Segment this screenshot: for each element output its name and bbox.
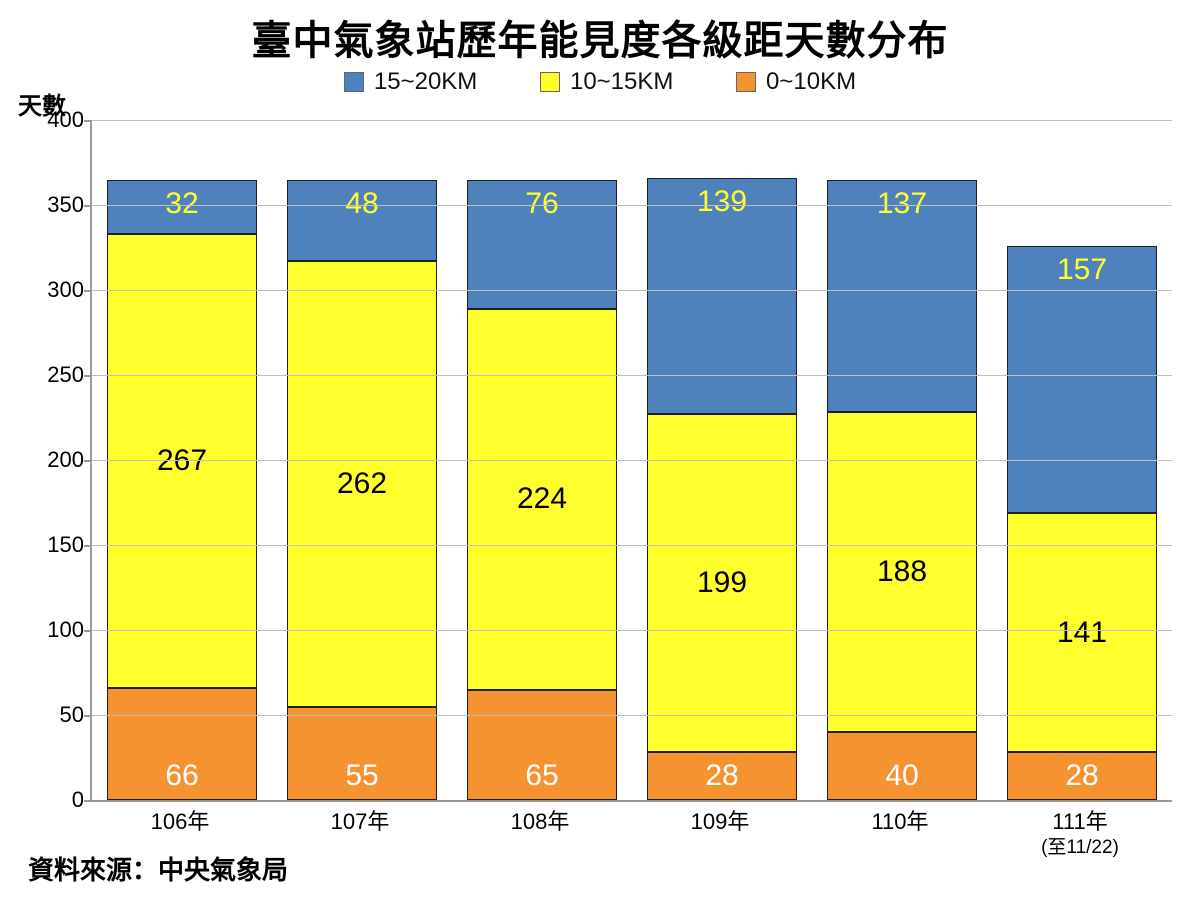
legend-swatch-15-20 bbox=[344, 72, 364, 92]
gridline bbox=[92, 120, 1172, 121]
ytick-label: 150 bbox=[40, 532, 84, 558]
chart-page: 臺中氣象站歷年能見度各級距天數分布 15~20KM 10~15KM 0~10KM… bbox=[0, 0, 1200, 905]
legend-label-10-15: 10~15KM bbox=[570, 68, 673, 96]
gridline bbox=[92, 205, 1172, 206]
bar-segment: 157 bbox=[1007, 246, 1157, 513]
bar-segment: 55 bbox=[287, 707, 437, 801]
bar-value-label: 76 bbox=[468, 187, 616, 221]
legend-label-0-10: 0~10KM bbox=[766, 68, 856, 96]
bar-value-label: 48 bbox=[288, 187, 436, 221]
ytick-mark bbox=[84, 715, 92, 717]
bar-value-label: 32 bbox=[108, 187, 256, 221]
legend-swatch-10-15 bbox=[540, 72, 560, 92]
bar-value-label: 40 bbox=[828, 759, 976, 793]
bar-value-label: 141 bbox=[1008, 616, 1156, 650]
bar-segment: 262 bbox=[287, 261, 437, 706]
legend-label-15-20: 15~20KM bbox=[374, 68, 477, 96]
legend-item-10-15: 10~15KM bbox=[540, 68, 673, 96]
legend-item-15-20: 15~20KM bbox=[344, 68, 477, 96]
bar-column: 139 199 28 bbox=[647, 178, 797, 800]
gridline bbox=[92, 290, 1172, 291]
bar-value-label: 224 bbox=[468, 482, 616, 516]
bar-value-label: 28 bbox=[1008, 759, 1156, 793]
bar-column: 76 224 65 bbox=[467, 180, 617, 800]
bar-segment: 48 bbox=[287, 180, 437, 262]
bar-column: 137 188 40 bbox=[827, 180, 977, 800]
ytick-label: 50 bbox=[40, 702, 84, 728]
bar-segment: 137 bbox=[827, 180, 977, 413]
bar-value-label: 199 bbox=[648, 566, 796, 600]
bar-segment: 40 bbox=[827, 732, 977, 800]
ytick-mark bbox=[84, 545, 92, 547]
bar-value-label: 65 bbox=[468, 759, 616, 793]
bar-segment: 199 bbox=[647, 414, 797, 752]
x-axis-label: 108年 bbox=[465, 808, 615, 859]
bar-segment: 224 bbox=[467, 309, 617, 690]
x-axis-label: 111年(至11/22) bbox=[1005, 808, 1155, 859]
ytick-label: 250 bbox=[40, 362, 84, 388]
gridline bbox=[92, 630, 1172, 631]
bar-value-label: 188 bbox=[828, 555, 976, 589]
ytick-mark bbox=[84, 800, 92, 802]
ytick-mark bbox=[84, 205, 92, 207]
x-axis-label: 107年 bbox=[285, 808, 435, 859]
bar-segment: 32 bbox=[107, 180, 257, 234]
x-axis-label: 109年 bbox=[645, 808, 795, 859]
bar-value-label: 262 bbox=[288, 467, 436, 501]
bar-segment: 28 bbox=[1007, 752, 1157, 800]
legend-item-0-10: 0~10KM bbox=[736, 68, 856, 96]
bar-value-label: 139 bbox=[648, 185, 796, 219]
bar-segment: 139 bbox=[647, 178, 797, 414]
bar-segment: 28 bbox=[647, 752, 797, 800]
bar-value-label: 28 bbox=[648, 759, 796, 793]
ytick-label: 100 bbox=[40, 617, 84, 643]
source-note: 資料來源：中央氣象局 bbox=[28, 850, 288, 887]
bar-column: 3226766 bbox=[107, 180, 257, 800]
ytick-mark bbox=[84, 460, 92, 462]
gridline bbox=[92, 545, 1172, 546]
ytick-label: 350 bbox=[40, 192, 84, 218]
ytick-label: 400 bbox=[40, 107, 84, 133]
ytick-label: 200 bbox=[40, 447, 84, 473]
gridline bbox=[92, 375, 1172, 376]
gridline bbox=[92, 460, 1172, 461]
ytick-mark bbox=[84, 630, 92, 632]
bar-column: 157 141 28 bbox=[1007, 246, 1157, 800]
bar-column: 48 262 55 bbox=[287, 180, 437, 800]
ytick-label: 300 bbox=[40, 277, 84, 303]
bar-segment: 66 bbox=[107, 688, 257, 800]
ytick-mark bbox=[84, 375, 92, 377]
legend: 15~20KM 10~15KM 0~10KM bbox=[0, 68, 1200, 99]
ytick-mark bbox=[84, 120, 92, 122]
x-axis-sublabel: (至11/22) bbox=[1005, 836, 1155, 860]
ytick-mark bbox=[84, 290, 92, 292]
x-axis-label: 110年 bbox=[825, 808, 975, 859]
ytick-label: 0 bbox=[40, 787, 84, 813]
gridline bbox=[92, 715, 1172, 716]
plot-area: 3226766 48 262 55 76 224 65 139 199 28 137 188 40 157… bbox=[90, 120, 1172, 802]
bar-value-label: 55 bbox=[288, 759, 436, 793]
bar-value-label: 157 bbox=[1008, 253, 1156, 287]
legend-swatch-0-10 bbox=[736, 72, 756, 92]
bar-value-label: 137 bbox=[828, 187, 976, 221]
bar-value-label: 66 bbox=[108, 759, 256, 793]
bar-segment: 141 bbox=[1007, 513, 1157, 753]
bar-segment: 65 bbox=[467, 690, 617, 801]
chart-title: 臺中氣象站歷年能見度各級距天數分布 bbox=[0, 8, 1200, 66]
